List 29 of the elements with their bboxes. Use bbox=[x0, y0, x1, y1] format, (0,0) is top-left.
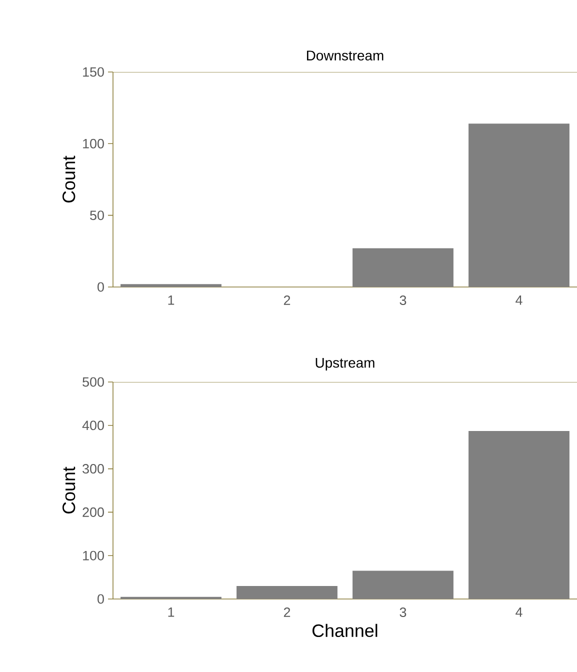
chart-title: Upstream bbox=[316, 358, 374, 370]
x-tick-label: 4 bbox=[516, 296, 522, 305]
x-tick-label: 3 bbox=[400, 608, 406, 618]
x-axis-title: Channel bbox=[312, 624, 378, 638]
y-tick-label: 0 bbox=[98, 594, 104, 604]
bar bbox=[352, 570, 454, 599]
y-tick-label: 100 bbox=[83, 550, 104, 560]
y-tick-label: 100 bbox=[83, 138, 104, 148]
x-tick-label: 2 bbox=[284, 608, 290, 617]
y-tick-label: 500 bbox=[82, 377, 104, 387]
y-tick-label: 400 bbox=[82, 420, 104, 430]
x-tick-label: 1 bbox=[168, 296, 174, 305]
x-tick-label: 2 bbox=[284, 296, 290, 305]
y-axis-title: Count bbox=[62, 466, 76, 514]
bar bbox=[468, 431, 570, 599]
x-tick-label: 1 bbox=[168, 608, 174, 617]
y-tick-label: 200 bbox=[82, 507, 104, 517]
bar bbox=[352, 248, 454, 287]
y-tick-label: 300 bbox=[82, 464, 104, 474]
y-tick-label: 0 bbox=[98, 282, 104, 292]
bar bbox=[120, 284, 222, 287]
x-tick-label: 3 bbox=[400, 296, 406, 306]
bar bbox=[468, 124, 570, 287]
chart-title: Downstream bbox=[306, 50, 384, 60]
y-tick-label: 50 bbox=[90, 210, 104, 220]
bar bbox=[236, 586, 338, 599]
y-tick-label: 150 bbox=[83, 67, 104, 77]
y-axis-title: Count bbox=[62, 156, 76, 203]
x-tick-label: 4 bbox=[516, 608, 522, 617]
